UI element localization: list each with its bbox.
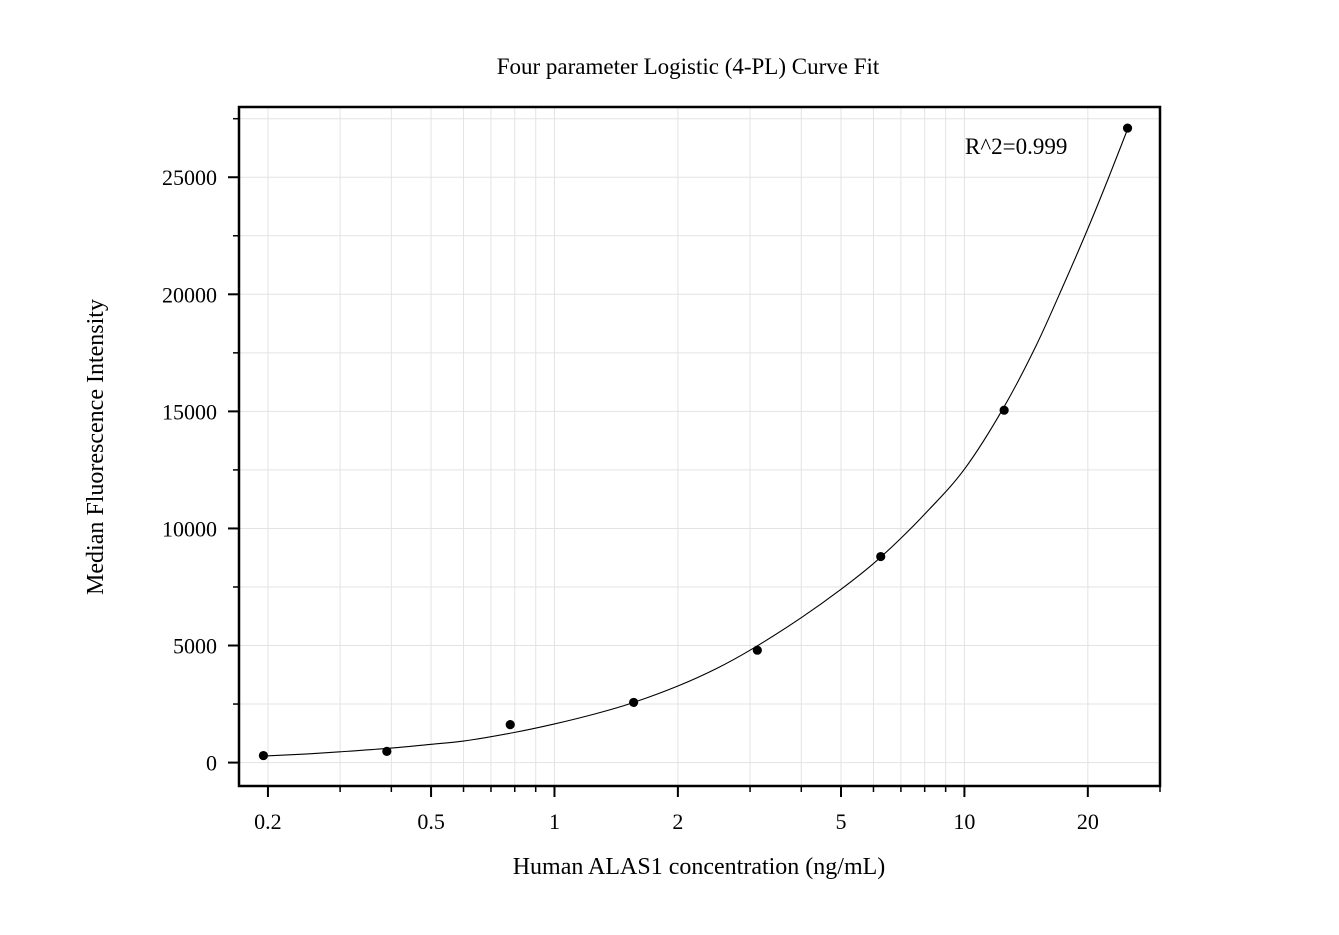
x-tick-label: 10 [953,809,975,834]
chart-title: Four parameter Logistic (4-PL) Curve Fit [497,54,880,79]
x-tick-label: 20 [1077,809,1099,834]
x-tick-label: 1 [549,809,560,834]
y-tick-label: 15000 [162,399,217,424]
x-axis: 0.2 0.5 1 2 5 10 20 [254,786,1161,834]
r-squared-annotation: R^2=0.999 [965,134,1067,159]
data-points [258,123,1133,761]
y-tick-label: 0 [206,751,217,776]
data-point [1122,123,1133,133]
data-point [629,697,639,708]
x-tick-label: 0.5 [417,809,445,834]
y-tick-label: 5000 [173,634,217,659]
data-point [752,645,762,655]
data-point [876,551,886,562]
data-point [382,746,392,756]
fit-curve-line [263,129,1129,757]
x-tick-label: 0.2 [254,809,282,834]
data-point [999,405,1009,415]
data-point [505,720,515,730]
data-point [258,750,269,761]
y-axis-title: Median Fluorescence Intensity [83,299,109,595]
grid [239,107,1161,786]
y-axis: 0 5000 10000 15000 20000 25000 [162,117,239,776]
x-axis-title: Human ALAS1 concentration (ng/mL) [513,854,886,880]
x-tick-label: 2 [672,809,683,834]
y-tick-label: 20000 [162,282,217,307]
x-tick-label: 5 [836,809,847,834]
y-tick-label: 25000 [162,165,217,190]
y-tick-label: 10000 [162,516,217,541]
plot-frame [237,105,1162,788]
fit-curve [263,129,1129,757]
